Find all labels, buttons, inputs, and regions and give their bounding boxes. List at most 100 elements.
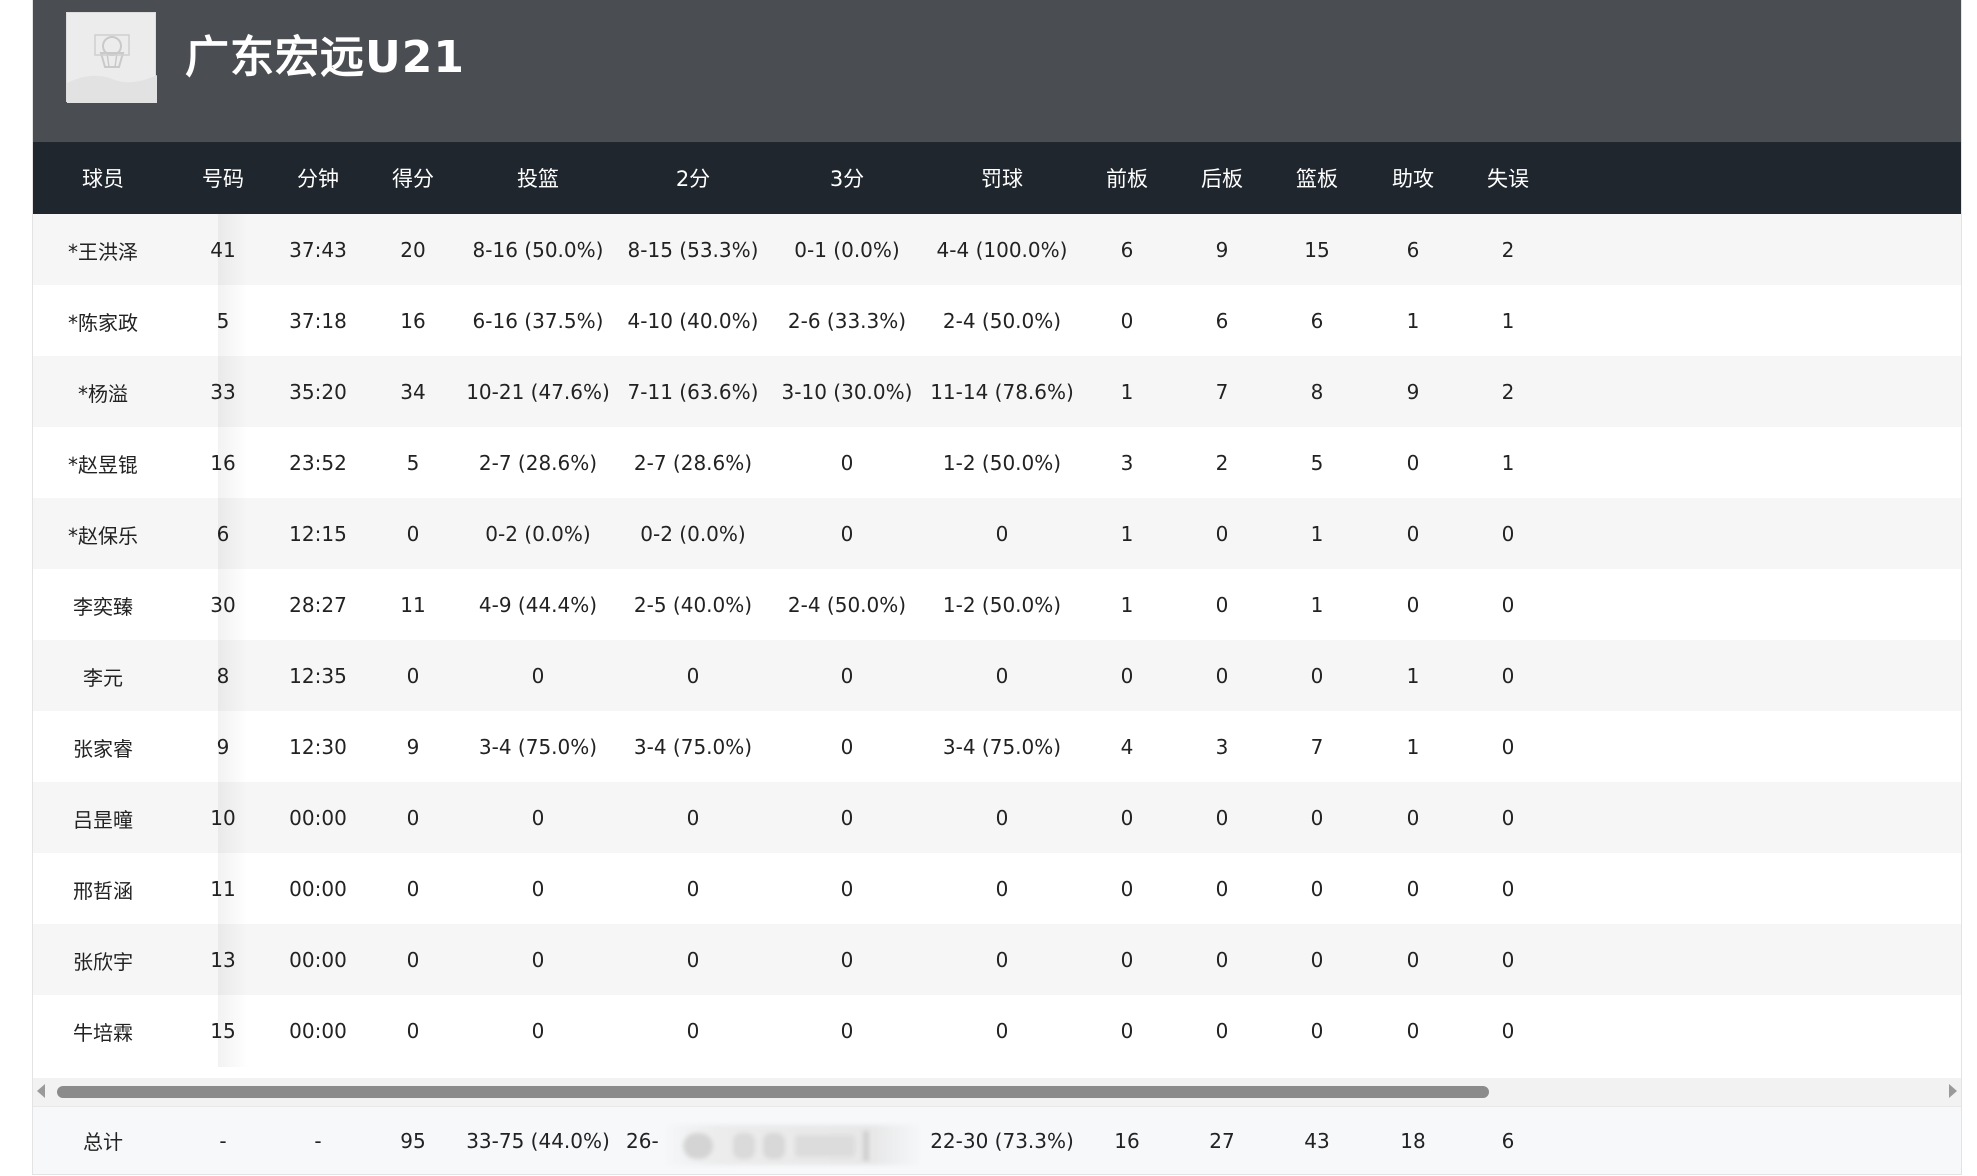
cell-ft: 0 <box>995 877 1009 901</box>
cell-tov: 0 <box>1501 735 1515 759</box>
cell-number: 41 <box>178 214 268 286</box>
scroll-thumb[interactable] <box>57 1086 1489 1098</box>
cell-fg: 8-16 (50.0%) <box>472 238 604 262</box>
cell-fg: 0-2 (0.0%) <box>485 522 591 546</box>
horizontal-scrollbar[interactable] <box>33 1078 1961 1106</box>
cell-oreb: 3 <box>1120 451 1134 475</box>
cell-three-pt: 0 <box>840 735 854 759</box>
watermark-overlay <box>663 1125 923 1165</box>
sticky-column-shadow <box>218 853 248 925</box>
cell-three-pt: 0-1 (0.0%) <box>794 238 900 262</box>
table-row: 张欣宇 13 00:00 0 0 0 0 0 0 0 0 0 0 <box>33 924 1961 996</box>
cell-ft: 3-4 (75.0%) <box>942 735 1062 759</box>
player-name[interactable]: *赵昱锟 <box>68 452 138 477</box>
cell-oreb: 0 <box>1120 1019 1134 1043</box>
cell-fg: 4-9 (44.4%) <box>478 593 598 617</box>
sticky-column-shadow <box>218 356 248 428</box>
stats-column-header: 球员 号码 分钟 得分 投篮 2分 3分 罚球 前板 后板 篮板 助攻 失误 <box>33 142 1961 214</box>
total-ft: 22-30 (73.3%) <box>930 1128 1074 1153</box>
cell-fg: 0 <box>531 948 545 972</box>
cell-three-pt: 0 <box>840 664 854 688</box>
cell-fg: 10-21 (47.6%) <box>466 380 610 404</box>
cell-minutes: 37:18 <box>289 309 347 333</box>
cell-two-pt: 0 <box>686 806 700 830</box>
column-header-ast: 助攻 <box>1392 167 1434 191</box>
team-header: 广东宏远U21 <box>33 0 1961 142</box>
table-row: 牛培霖 15 00:00 0 0 0 0 0 0 0 0 0 0 <box>33 995 1961 1067</box>
cell-three-pt: 2-4 (50.0%) <box>787 593 907 617</box>
cell-reb: 0 <box>1310 877 1324 901</box>
cell-fg: 3-4 (75.0%) <box>478 735 598 759</box>
cell-minutes: 28:27 <box>289 593 347 617</box>
cell-reb: 1 <box>1310 522 1324 546</box>
cell-points: 0 <box>406 664 420 688</box>
player-name[interactable]: *赵保乐 <box>68 523 138 548</box>
cell-fg: 0 <box>531 664 545 688</box>
cell-number: 11 <box>178 853 268 925</box>
cell-number: 5 <box>178 285 268 357</box>
player-name[interactable]: 李元 <box>83 665 123 690</box>
cell-reb: 0 <box>1310 806 1324 830</box>
scroll-left-arrow-icon[interactable] <box>37 1084 45 1098</box>
cell-tov: 0 <box>1501 806 1515 830</box>
player-name[interactable]: 李奕臻 <box>73 594 133 619</box>
cell-reb: 0 <box>1310 664 1324 688</box>
player-name[interactable]: 邢哲涵 <box>73 878 133 903</box>
table-row: 吕昰曈 10 00:00 0 0 0 0 0 0 0 0 0 0 <box>33 782 1961 854</box>
cell-ft: 1-2 (50.0%) <box>942 593 1062 617</box>
cell-three-pt: 0 <box>840 522 854 546</box>
cell-points: 9 <box>406 735 420 759</box>
cell-two-pt: 0-2 (0.0%) <box>640 522 746 546</box>
cell-reb: 5 <box>1310 451 1324 475</box>
cell-tov: 0 <box>1501 948 1515 972</box>
total-tov: 6 <box>1501 1128 1515 1153</box>
total-minutes: - <box>314 1128 322 1153</box>
cell-ft: 0 <box>995 806 1009 830</box>
cell-two-pt: 2-7 (28.6%) <box>633 451 753 475</box>
cell-minutes: 37:43 <box>289 238 347 262</box>
sticky-column-shadow <box>218 782 248 854</box>
table-row: 邢哲涵 11 00:00 0 0 0 0 0 0 0 0 0 0 <box>33 853 1961 925</box>
scroll-right-arrow-icon[interactable] <box>1949 1084 1957 1098</box>
player-name[interactable]: *王洪泽 <box>68 239 138 264</box>
cell-oreb: 1 <box>1120 522 1134 546</box>
cell-three-pt: 3-10 (30.0%) <box>781 380 913 404</box>
total-two-pt: 26- <box>626 1128 659 1153</box>
cell-ast: 0 <box>1406 522 1420 546</box>
player-name[interactable]: 牛培霖 <box>73 1020 133 1045</box>
table-row: *王洪泽 41 37:43 20 8-16 (50.0%) 8-15 (53.3%) 0-1… <box>33 214 1961 286</box>
player-name[interactable]: 张家睿 <box>73 736 133 761</box>
cell-ft: 4-4 (100.0%) <box>936 238 1068 262</box>
sticky-column-shadow <box>218 569 248 641</box>
cell-ft: 1-2 (50.0%) <box>942 451 1062 475</box>
column-header-oreb: 前板 <box>1106 167 1148 191</box>
table-row: 李元 8 12:35 0 0 0 0 0 0 0 0 1 0 <box>33 640 1961 712</box>
cell-reb: 8 <box>1310 380 1324 404</box>
cell-number: 15 <box>178 995 268 1067</box>
cell-tov: 0 <box>1501 522 1515 546</box>
cell-minutes: 12:15 <box>289 522 347 546</box>
cell-three-pt: 0 <box>840 451 854 475</box>
cell-three-pt: 2-6 (33.3%) <box>787 309 907 333</box>
cell-ft: 0 <box>995 522 1009 546</box>
cell-fg: 0 <box>531 877 545 901</box>
player-name[interactable]: *杨溢 <box>78 381 128 406</box>
cell-minutes: 35:20 <box>289 380 347 404</box>
player-name[interactable]: *陈家政 <box>68 310 138 335</box>
sticky-column-shadow <box>218 640 248 712</box>
cell-ast: 0 <box>1406 593 1420 617</box>
cell-two-pt: 8-15 (53.3%) <box>627 238 759 262</box>
cell-number: 10 <box>178 782 268 854</box>
cell-oreb: 0 <box>1120 806 1134 830</box>
cell-two-pt: 4-10 (40.0%) <box>627 309 759 333</box>
cell-ast: 9 <box>1406 380 1420 404</box>
column-header-fg: 投篮 <box>517 167 559 191</box>
total-reb: 43 <box>1304 1128 1330 1153</box>
player-name[interactable]: 张欣宇 <box>73 949 133 974</box>
cell-minutes: 00:00 <box>289 877 347 901</box>
cell-oreb: 6 <box>1120 238 1134 262</box>
player-name[interactable]: 吕昰曈 <box>73 807 133 832</box>
sticky-column-shadow <box>218 995 248 1067</box>
